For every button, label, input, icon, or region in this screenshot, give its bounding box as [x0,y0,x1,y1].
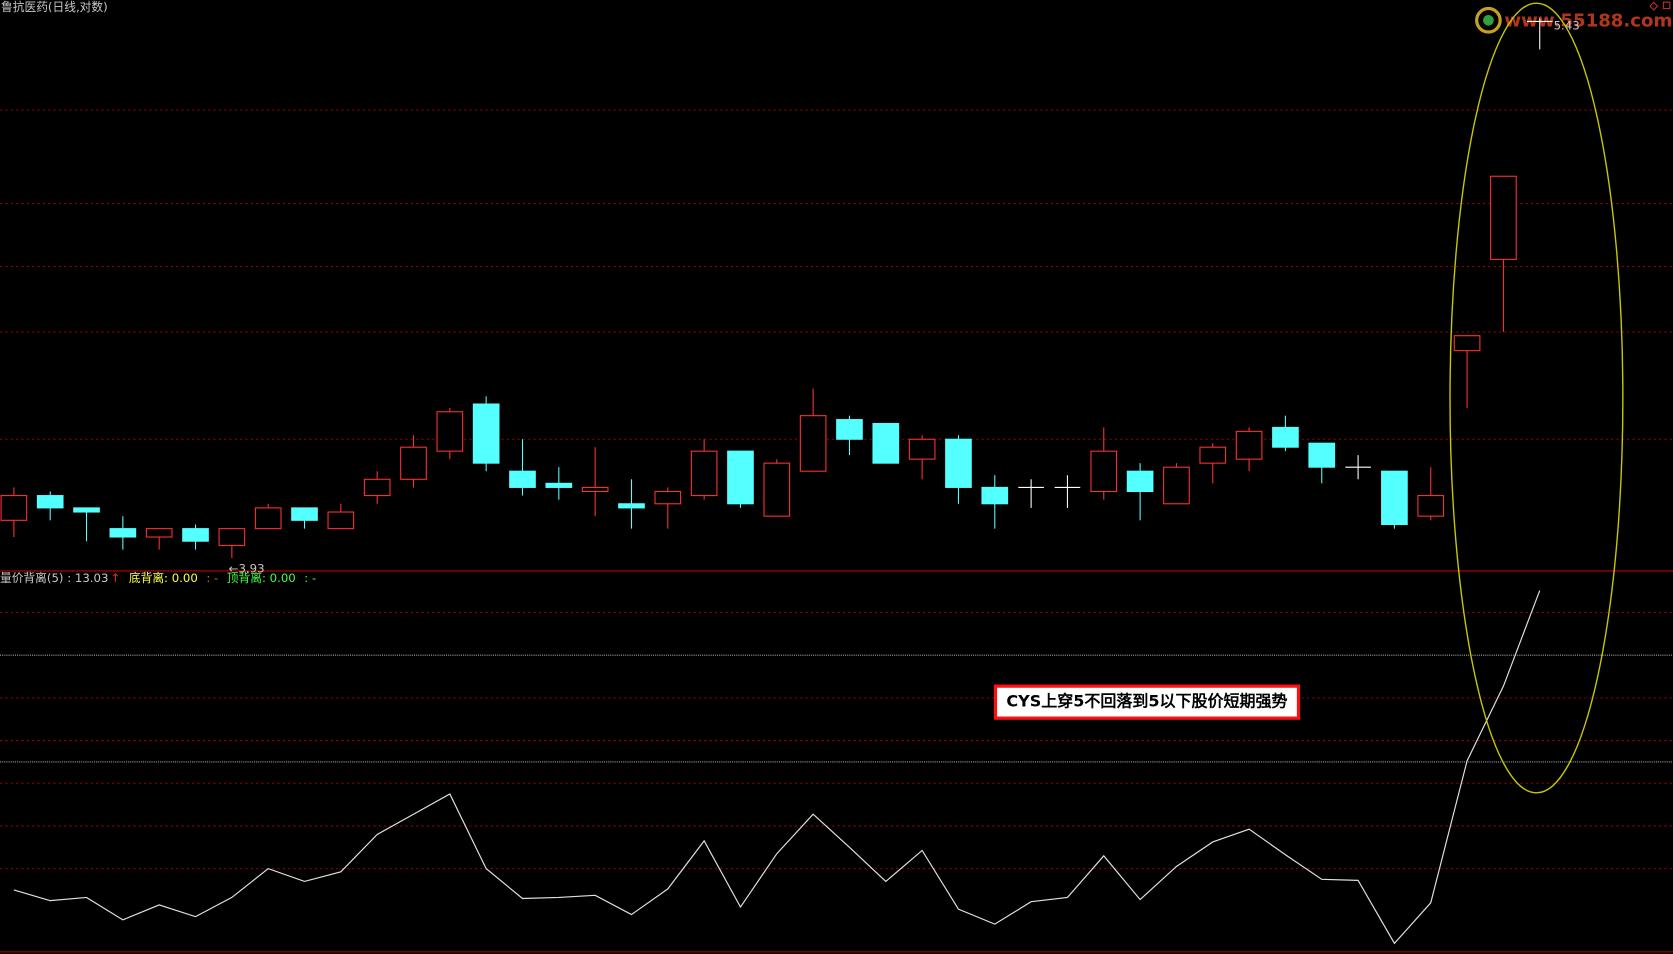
candle-body [727,450,754,505]
candle-body [1381,470,1408,526]
icon-square[interactable] [1662,1,1671,10]
annotation-box [993,684,1301,720]
legend-entry: ↑ [111,571,121,585]
candle-body [182,528,209,542]
candle-body [908,438,936,460]
legend-entry: : - [206,571,218,585]
candle-body [872,422,900,464]
legend-entry: 量价背离(5) : 13.03 [0,571,108,585]
watermark-logo [1475,6,1502,34]
candle-body [1490,175,1517,260]
highlight-ellipse [1449,2,1624,794]
candle-body [145,528,173,538]
icon-diamond[interactable] [1649,1,1659,11]
annotation-text: CYS上穿5不回落到5以下股价短期强势 [1006,692,1287,711]
candle-body [763,462,791,517]
low-label: ←3.93 [229,561,265,575]
legend-entry: 底背离: 0.00 [129,571,198,585]
candle-body [1272,426,1299,448]
candle-body [1417,495,1445,517]
candle-body [1308,442,1336,468]
high-label: 5.43 [1554,18,1580,32]
candle-body [509,470,536,488]
candle-body [291,507,318,521]
candle-body [472,403,500,464]
candle-body [400,446,427,480]
candle-body [1126,470,1154,493]
candle-body [581,486,609,493]
candle-body [36,495,64,509]
chart-title: 鲁抗医药(日线,对数) [1,0,108,14]
candle-body [363,478,391,497]
candle-body [436,411,464,452]
candle-body [945,438,972,488]
watermark-logo-core [1483,14,1494,26]
legend-entry: 顶背离: 0.00 [227,571,296,585]
candle-body [218,528,246,546]
candle-body [327,511,355,530]
candle-body [654,490,682,505]
legend-entry: : - [304,571,316,585]
candle-body [1090,450,1118,493]
watermark: www.55188.com [1475,6,1672,34]
candle-body [690,450,718,497]
marks: ←3.93 5.43 量价背离(5) : 13.03 ↑ 底背离: 0.00 : - 顶背离… [0,18,1673,945]
candle-body [1163,466,1190,505]
candle-body [618,503,645,509]
candle-body [1199,446,1227,464]
indicator-line [13,590,1541,945]
candle-body [254,507,282,530]
candle-body [799,415,827,472]
candle-body [1453,335,1481,352]
candle-body [0,495,28,521]
candle-body [1235,430,1263,460]
candle-body [73,507,100,513]
watermark-text: www.55188.com [1504,10,1672,31]
candle-body [836,419,863,440]
candle-body [545,482,573,488]
candle-body [981,486,1009,505]
candle-body [109,528,137,538]
